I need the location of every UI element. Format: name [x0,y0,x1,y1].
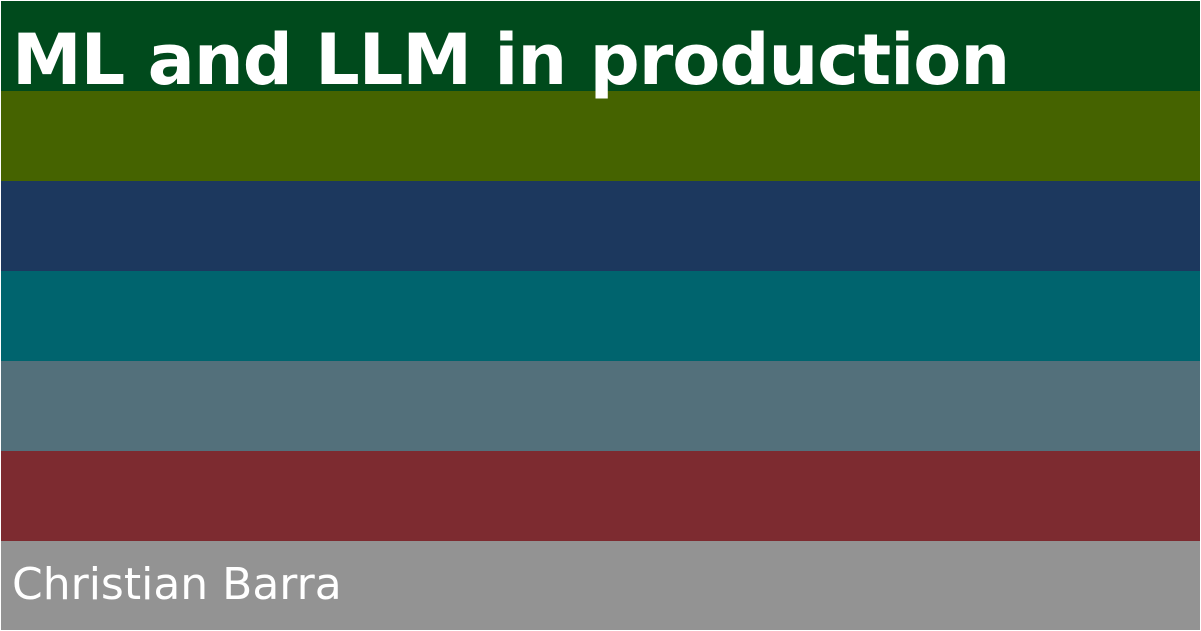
author-name: Christian Barra [12,559,342,610]
stripe-slate-gray [1,361,1200,451]
stripe-dark-green [1,1,1200,91]
stripe-dark-red [1,451,1200,541]
stripe-teal [1,271,1200,361]
stripe-gray [1,541,1200,630]
stripe-navy-blue [1,181,1200,271]
stripe-olive-green [1,91,1200,181]
page-title: ML and LLM in production [12,19,1010,101]
